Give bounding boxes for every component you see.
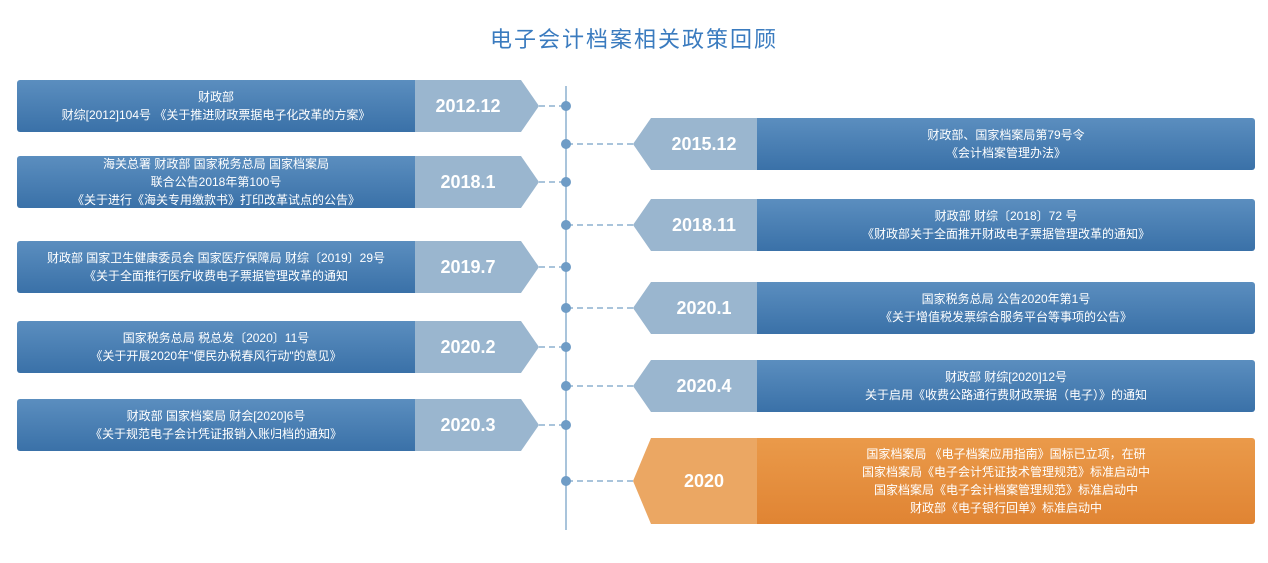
timeline-dot: [561, 420, 571, 430]
timeline-dot: [561, 381, 571, 391]
timeline-item-right: 2020.4财政部 财综[2020]12号关于启用《收费公路通行费财政票据（电子…: [633, 360, 1255, 412]
item-line: 国家税务总局 税总发〔2020〕11号: [123, 329, 310, 347]
timeline-dot: [561, 177, 571, 187]
item-line: 《关于规范电子会计凭证报销入账归档的通知》: [90, 425, 342, 443]
item-date: 2019.7: [415, 241, 521, 293]
timeline-item-left: 财政部 国家卫生健康委员会 国家医疗保障局 财综〔2019〕29号《关于全面推行…: [17, 241, 539, 293]
item-line: 《财政部关于全面推开财政电子票据管理改革的通知》: [862, 225, 1150, 243]
item-line: 财政部《电子银行回单》标准启动中: [910, 499, 1102, 517]
item-line: 财政部 财综〔2018〕72 号: [935, 207, 1078, 225]
page-title: 电子会计档案相关政策回顾: [0, 0, 1268, 64]
item-body: 财政部财综[2012]104号 《关于推进财政票据电子化改革的方案》: [17, 80, 415, 132]
item-body: 财政部 财综[2020]12号关于启用《收费公路通行费财政票据（电子）》的通知: [757, 360, 1255, 412]
item-body: 国家档案局 《电子档案应用指南》国标已立项，在研国家档案局《电子会计凭证技术管理…: [757, 438, 1255, 524]
timeline-item-right: 2020.1国家税务总局 公告2020年第1号《关于增值税发票综合服务平台等事项…: [633, 282, 1255, 334]
item-date: 2020.2: [415, 321, 521, 373]
arrow-icon: [633, 282, 651, 334]
item-line: 国家税务总局 公告2020年第1号: [922, 290, 1091, 308]
item-line: 海关总署 财政部 国家税务总局 国家档案局: [103, 155, 329, 173]
item-line: 国家档案局《电子会计凭证技术管理规范》标准启动中: [862, 463, 1150, 481]
connector: [567, 307, 633, 309]
timeline-dot: [561, 342, 571, 352]
item-line: 国家档案局《电子会计档案管理规范》标准启动中: [874, 481, 1138, 499]
arrow-icon: [633, 360, 651, 412]
timeline-item-right: 2018.11财政部 财综〔2018〕72 号《财政部关于全面推开财政电子票据管…: [633, 199, 1255, 251]
timeline-dot: [561, 101, 571, 111]
item-line: 联合公告2018年第100号: [151, 173, 282, 191]
item-line: 《会计档案管理办法》: [946, 144, 1066, 162]
timeline-item-right: 2015.12财政部、国家档案局第79号令《会计档案管理办法》: [633, 118, 1255, 170]
item-body: 财政部 国家卫生健康委员会 国家医疗保障局 财综〔2019〕29号《关于全面推行…: [17, 241, 415, 293]
timeline-dot: [561, 262, 571, 272]
connector: [567, 224, 633, 226]
timeline-item-right: 2020国家档案局 《电子档案应用指南》国标已立项，在研国家档案局《电子会计凭证…: [633, 438, 1255, 524]
item-body: 国家税务总局 税总发〔2020〕11号《关于开展2020年"便民办税春风行动"的…: [17, 321, 415, 373]
item-line: 《关于增值税发票综合服务平台等事项的公告》: [880, 308, 1132, 326]
item-body: 海关总署 财政部 国家税务总局 国家档案局联合公告2018年第100号《关于进行…: [17, 156, 415, 208]
timeline-dot: [561, 303, 571, 313]
timeline-item-left: 财政部 国家档案局 财会[2020]6号《关于规范电子会计凭证报销入账归档的通知…: [17, 399, 539, 451]
timeline-dot: [561, 220, 571, 230]
timeline: 财政部财综[2012]104号 《关于推进财政票据电子化改革的方案》2012.1…: [0, 64, 1268, 544]
item-date: 2018.11: [651, 199, 757, 251]
item-line: 《关于开展2020年"便民办税春风行动"的意见》: [90, 347, 341, 365]
item-line: 财综[2012]104号 《关于推进财政票据电子化改革的方案》: [62, 106, 371, 124]
item-line: 财政部: [198, 88, 234, 106]
item-date: 2020.1: [651, 282, 757, 334]
timeline-item-left: 国家税务总局 税总发〔2020〕11号《关于开展2020年"便民办税春风行动"的…: [17, 321, 539, 373]
arrow-icon: [521, 399, 539, 451]
arrow-icon: [521, 241, 539, 293]
item-body: 财政部 财综〔2018〕72 号《财政部关于全面推开财政电子票据管理改革的通知》: [757, 199, 1255, 251]
timeline-dot: [561, 139, 571, 149]
item-line: 财政部、国家档案局第79号令: [927, 126, 1084, 144]
item-date: 2020.4: [651, 360, 757, 412]
item-line: 《关于进行《海关专用缴款书》打印改革试点的公告》: [72, 191, 360, 209]
item-date: 2012.12: [415, 80, 521, 132]
connector: [567, 143, 633, 145]
item-body: 国家税务总局 公告2020年第1号《关于增值税发票综合服务平台等事项的公告》: [757, 282, 1255, 334]
arrow-icon: [633, 118, 651, 170]
item-date: 2018.1: [415, 156, 521, 208]
connector: [567, 385, 633, 387]
item-date: 2015.12: [651, 118, 757, 170]
item-date: 2020: [651, 438, 757, 524]
timeline-item-left: 财政部财综[2012]104号 《关于推进财政票据电子化改革的方案》2012.1…: [17, 80, 539, 132]
item-line: 财政部 财综[2020]12号: [945, 368, 1067, 386]
timeline-dot: [561, 476, 571, 486]
arrow-icon: [521, 80, 539, 132]
item-line: 国家档案局 《电子档案应用指南》国标已立项，在研: [866, 445, 1145, 463]
arrow-icon: [633, 438, 651, 524]
arrow-icon: [521, 321, 539, 373]
item-date: 2020.3: [415, 399, 521, 451]
item-line: 关于启用《收费公路通行费财政票据（电子）》的通知: [865, 386, 1147, 404]
item-body: 财政部、国家档案局第79号令《会计档案管理办法》: [757, 118, 1255, 170]
timeline-item-left: 海关总署 财政部 国家税务总局 国家档案局联合公告2018年第100号《关于进行…: [17, 156, 539, 208]
connector: [567, 480, 633, 482]
arrow-icon: [633, 199, 651, 251]
item-line: 财政部 国家卫生健康委员会 国家医疗保障局 财综〔2019〕29号: [47, 249, 385, 267]
arrow-icon: [521, 156, 539, 208]
item-line: 财政部 国家档案局 财会[2020]6号: [127, 407, 306, 425]
item-line: 《关于全面推行医疗收费电子票据管理改革的通知: [84, 267, 348, 285]
item-body: 财政部 国家档案局 财会[2020]6号《关于规范电子会计凭证报销入账归档的通知…: [17, 399, 415, 451]
